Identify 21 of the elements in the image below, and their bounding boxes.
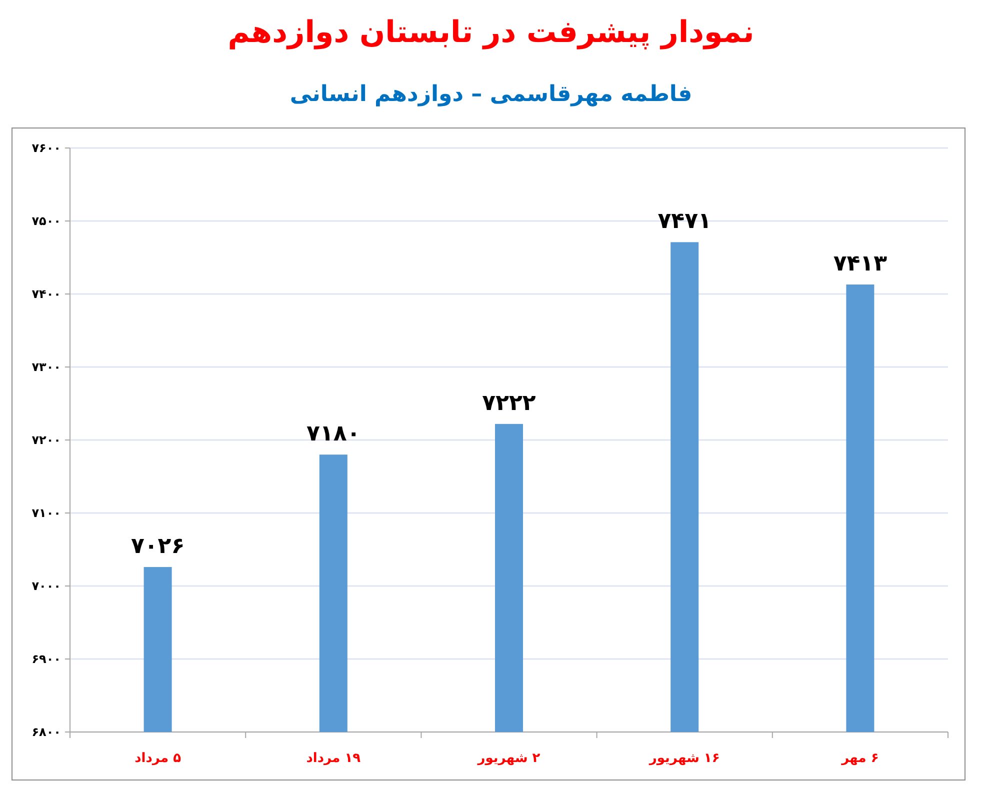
- y-tick-label: ۷۳۰۰: [32, 360, 61, 374]
- data-label: ۷۲۲۲: [482, 390, 536, 416]
- data-label: ۷۴۱۳: [833, 252, 888, 277]
- chart-title: نمودار پیشرفت در تابستان دوازدهم: [228, 15, 754, 50]
- chart-subtitle: فاطمه مهرقاسمی – دوازدهم انسانی: [290, 82, 692, 107]
- x-tick-label: ۵ مرداد: [134, 751, 182, 766]
- x-tick-label: ۱۹ مرداد: [306, 751, 361, 766]
- x-tick-label: ۱۶ شهریور: [648, 751, 720, 766]
- y-tick-label: ۷۲۰۰: [32, 433, 61, 447]
- data-label: ۷۱۸۰: [306, 422, 360, 447]
- y-tick-label: ۷۵۰۰: [32, 214, 61, 228]
- x-tick-label: ۶ مهر: [840, 751, 879, 766]
- y-tick-label: ۷۱۰۰: [32, 506, 61, 520]
- y-tick-label: ۷۰۰۰: [32, 579, 61, 593]
- data-label: ۷۴۷۱: [658, 209, 712, 234]
- x-tick-label: ۲ شهریور: [476, 751, 540, 766]
- y-tick-label: ۶۹۰۰: [32, 652, 61, 666]
- y-tick-label: ۷۶۰۰: [32, 141, 61, 155]
- y-tick-label: ۷۴۰۰: [32, 287, 61, 301]
- data-label: ۷۰۲۶: [130, 534, 185, 560]
- y-tick-label: ۶۸۰۰: [32, 725, 61, 739]
